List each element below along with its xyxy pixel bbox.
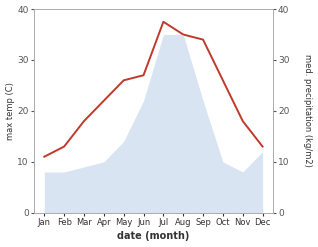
X-axis label: date (month): date (month)	[117, 231, 190, 242]
Y-axis label: med. precipitation (kg/m2): med. precipitation (kg/m2)	[303, 54, 313, 167]
Y-axis label: max temp (C): max temp (C)	[5, 82, 15, 140]
